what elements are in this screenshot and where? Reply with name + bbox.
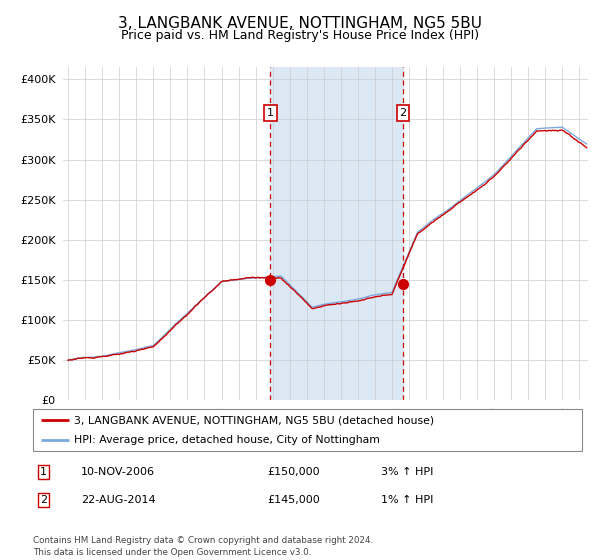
Text: £145,000: £145,000 [267,494,320,505]
Text: 1% ↑ HPI: 1% ↑ HPI [381,494,433,505]
Text: 2: 2 [40,494,47,505]
Bar [270,67,403,400]
Text: 1: 1 [267,108,274,118]
FancyBboxPatch shape [33,409,582,451]
Text: 3, LANGBANK AVENUE, NOTTINGHAM, NG5 5BU (detached house): 3, LANGBANK AVENUE, NOTTINGHAM, NG5 5BU … [74,415,434,425]
Text: Contains HM Land Registry data © Crown copyright and database right 2024.
This d: Contains HM Land Registry data © Crown c… [33,536,373,557]
Text: 3, LANGBANK AVENUE, NOTTINGHAM, NG5 5BU: 3, LANGBANK AVENUE, NOTTINGHAM, NG5 5BU [118,16,482,31]
Text: 1: 1 [40,466,47,477]
Text: 10-NOV-2006: 10-NOV-2006 [81,466,155,477]
Text: HPI: Average price, detached house, City of Nottingham: HPI: Average price, detached house, City… [74,435,380,445]
Text: 2: 2 [400,108,406,118]
Text: 22-AUG-2014: 22-AUG-2014 [81,494,155,505]
Text: £150,000: £150,000 [267,466,320,477]
Text: Price paid vs. HM Land Registry's House Price Index (HPI): Price paid vs. HM Land Registry's House … [121,29,479,42]
Text: 3% ↑ HPI: 3% ↑ HPI [381,466,433,477]
